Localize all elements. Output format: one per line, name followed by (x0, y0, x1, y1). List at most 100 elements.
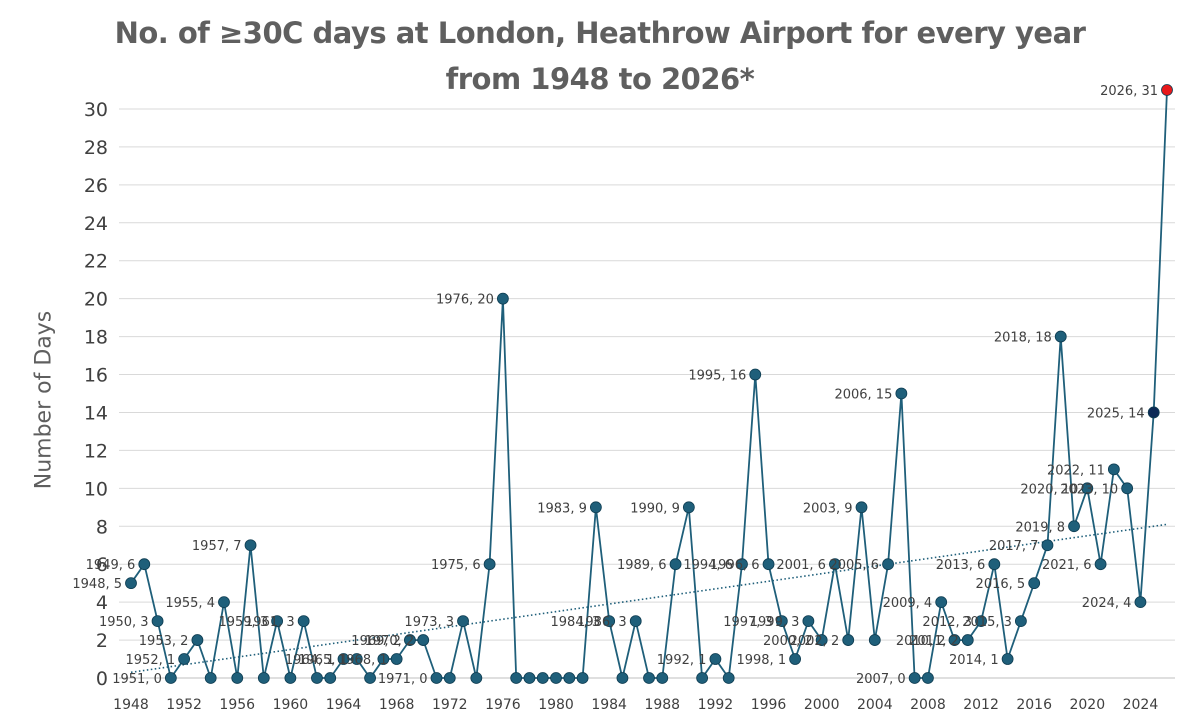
y-tick-label: 14 (84, 402, 108, 424)
data-point-1992 (709, 653, 722, 665)
chart-title-line-2: from 1948 to 2026* (445, 62, 755, 96)
data-label-1999: 1999, 3 (750, 615, 800, 630)
data-point-1988 (656, 672, 669, 684)
x-tick-label: 2016 (1016, 697, 1052, 713)
data-point-1991 (696, 672, 709, 684)
data-label-2006: 2006, 15 (834, 387, 892, 402)
data-point-2021 (1094, 558, 1107, 571)
y-tick-label: 22 (84, 251, 108, 273)
data-point-1949 (138, 558, 151, 571)
data-label-1951: 1951, 0 (112, 672, 162, 687)
data-point-1990 (682, 501, 695, 514)
x-tick-label: 1952 (166, 697, 202, 713)
data-label-2011: 2011, 2 (909, 634, 959, 649)
data-label-2010: 2010, 2 (896, 634, 946, 649)
y-tick-label: 10 (84, 478, 108, 500)
data-point-1971 (430, 672, 443, 684)
data-point-1972 (443, 672, 456, 684)
y-tick-label: 0 (96, 668, 108, 690)
y-tick-label: 18 (84, 327, 108, 349)
data-point-1987 (643, 672, 655, 684)
data-point-1995 (749, 368, 762, 381)
y-tick-label: 8 (96, 516, 108, 538)
data-point-1968 (390, 653, 403, 665)
data-label-2013: 2013, 6 (936, 558, 986, 573)
data-label-1970: 1970, 2 (365, 634, 415, 649)
data-label-1984: 1984, 3 (551, 615, 601, 630)
data-label-2022: 2022, 11 (1047, 463, 1105, 478)
data-point-2004 (868, 634, 881, 646)
data-label-2000: 2000, 2 (763, 634, 813, 649)
data-point-1977 (510, 672, 523, 684)
data-point-1975 (483, 558, 496, 571)
data-point-1994 (736, 558, 748, 571)
x-tick-label: 1976 (485, 697, 521, 713)
data-label-2025: 2025, 14 (1087, 406, 1145, 421)
data-label-1994: 1994, 6 (683, 558, 733, 573)
data-point-1981 (563, 672, 576, 684)
data-point-1953 (191, 634, 204, 646)
data-point-2001 (829, 558, 841, 571)
data-label-1992: 1992, 1 (657, 653, 707, 668)
data-point-1954 (204, 672, 217, 684)
x-tick-label: 2024 (1123, 697, 1159, 713)
data-point-1978 (523, 672, 536, 684)
x-tick-label: 1968 (379, 697, 415, 713)
x-tick-label: 2012 (963, 697, 999, 713)
data-point-2002 (842, 634, 855, 646)
data-label-2026: 2026, 31 (1100, 84, 1158, 99)
data-point-1999 (802, 615, 815, 627)
data-point-2003 (855, 501, 868, 514)
data-point-1956 (231, 672, 244, 684)
data-point-1970 (417, 634, 430, 646)
data-point-1967 (377, 653, 390, 665)
data-point-1989 (669, 558, 682, 571)
data-label-2015: 2015, 3 (962, 615, 1012, 630)
data-label-1950: 1950, 3 (99, 615, 149, 630)
data-label-2005: 2005, 6 (829, 558, 879, 573)
data-point-1980 (550, 672, 562, 684)
x-tick-label: 2008 (910, 697, 946, 713)
x-tick-label: 2004 (857, 697, 893, 713)
y-tick-label: 12 (84, 440, 108, 462)
data-point-1951 (164, 672, 177, 684)
data-label-1968: 1968, 1 (338, 653, 388, 668)
data-label-1957: 1957, 7 (192, 539, 242, 554)
data-label-2017: 2017, 7 (989, 539, 1039, 554)
x-tick-label: 1960 (273, 697, 309, 713)
data-point-2017 (1041, 539, 1054, 552)
trendline (130, 523, 1168, 674)
data-label-2001: 2001, 6 (776, 558, 826, 573)
data-label-2019: 2019, 8 (1015, 520, 1065, 535)
data-point-1969 (404, 634, 416, 646)
data-point-1984 (603, 615, 616, 627)
data-point-2010 (948, 634, 961, 646)
data-point-1966 (364, 672, 376, 684)
data-label-1995: 1995, 16 (688, 369, 746, 384)
data-label-1973: 1973, 3 (404, 615, 454, 630)
data-label-2024: 2024, 4 (1082, 596, 1132, 611)
data-point-2011 (961, 634, 974, 646)
data-point-1998 (789, 653, 802, 665)
data-point-1997 (775, 615, 788, 627)
data-point-1955 (218, 596, 230, 609)
data-label-2009: 2009, 4 (883, 596, 933, 611)
data-point-1958 (257, 672, 270, 684)
data-labels: 1948, 5 1949, 6 1950, 3 1951, 0 1952, 1 1953,… (72, 84, 1158, 687)
x-tick-label: 1980 (538, 697, 574, 713)
y-tick-label: 2 (96, 630, 108, 652)
chart-title: No. of ≥30C days at London, Heathrow Air… (0, 10, 1200, 102)
y-tick-label: 4 (96, 592, 108, 614)
data-point-1948 (125, 577, 137, 590)
data-label-1996: 1996, 6 (710, 558, 760, 573)
data-point-1965 (350, 653, 363, 665)
data-point-1950 (151, 615, 164, 627)
data-label-2016: 2016, 5 (976, 577, 1026, 592)
data-point-2012 (975, 615, 987, 627)
data-point-1983 (589, 501, 602, 514)
data-point-1957 (244, 539, 257, 552)
data-point-1982 (576, 672, 589, 684)
data-point-1964 (337, 653, 350, 665)
data-label-1969: 1969, 2 (351, 634, 401, 649)
